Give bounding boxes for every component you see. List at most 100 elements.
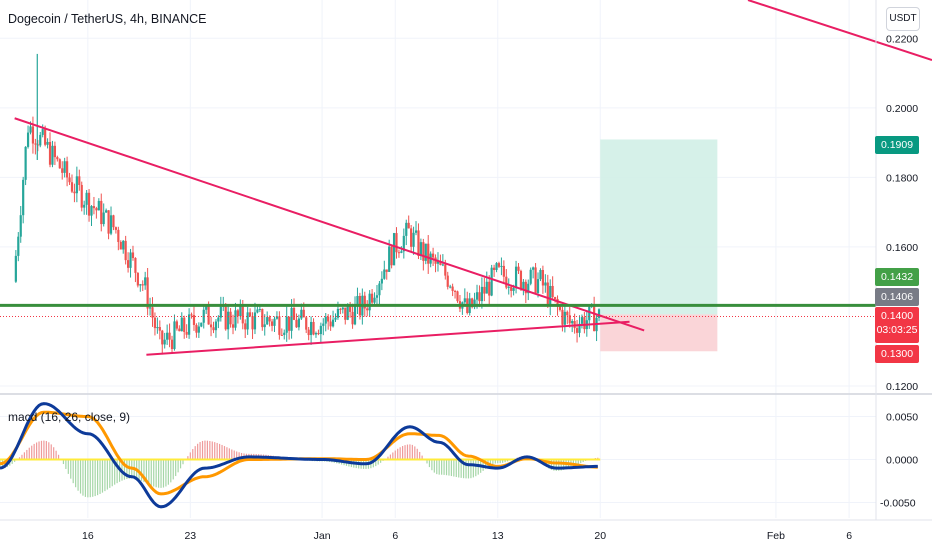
- candle-body: [349, 306, 352, 312]
- candle-body: [317, 333, 320, 335]
- candle-body: [497, 263, 501, 267]
- stop-loss-tag: 0.1300: [875, 345, 919, 363]
- candle-body: [534, 267, 537, 293]
- candle-body: [70, 182, 74, 192]
- candle-body: [144, 277, 147, 286]
- candle-body: [212, 327, 215, 331]
- candle-body: [480, 286, 483, 302]
- candle-body: [190, 314, 193, 316]
- candle-body: [58, 159, 61, 169]
- candle-body: [556, 298, 559, 307]
- candle-countdown: 03:03:25: [876, 324, 918, 336]
- candle-body: [551, 285, 554, 298]
- candle-body: [275, 316, 279, 319]
- candle-body: [563, 311, 566, 325]
- candle-body: [263, 324, 266, 328]
- loss-zone: [600, 314, 718, 352]
- candle-body: [180, 317, 183, 332]
- candle-body: [19, 215, 22, 237]
- price-tick-label: 0.2000: [886, 103, 918, 115]
- candle-body: [366, 308, 369, 311]
- candle-body: [92, 206, 96, 209]
- candle-body: [24, 146, 27, 180]
- candle-body: [22, 179, 25, 216]
- macd-signal-line: [0, 410, 598, 496]
- candle-body: [427, 243, 430, 264]
- candle-body: [61, 168, 64, 173]
- candle-body: [241, 305, 244, 324]
- candle-body: [117, 229, 120, 242]
- currency-button[interactable]: USDT: [886, 7, 920, 31]
- candle-body: [17, 236, 20, 256]
- candle-body: [112, 215, 115, 228]
- drawings[interactable]: [0, 0, 932, 356]
- candle-body: [453, 290, 457, 292]
- candle-body: [449, 286, 452, 288]
- candle-body: [554, 297, 557, 299]
- candle-body: [302, 309, 305, 318]
- candle-body: [185, 331, 188, 335]
- candle-body: [412, 232, 415, 247]
- candle-body: [517, 266, 520, 271]
- candle-body: [483, 286, 486, 294]
- last-price-value: 0.1400: [880, 310, 914, 322]
- time-tick-label: 6: [392, 530, 398, 542]
- candle-body: [410, 228, 413, 247]
- candle-body: [192, 315, 196, 325]
- candle-body: [195, 324, 198, 333]
- candle-body: [139, 284, 142, 286]
- candle-body: [502, 265, 505, 277]
- candle-body: [14, 255, 17, 282]
- candle-body: [397, 252, 401, 254]
- candle-body: [558, 306, 562, 310]
- price-tick-label: 0.1800: [886, 172, 918, 184]
- candle-body: [488, 281, 491, 296]
- candle-body: [26, 132, 30, 147]
- position-zones[interactable]: [600, 139, 718, 352]
- candle-body: [339, 308, 342, 310]
- candle-body: [336, 308, 340, 318]
- time-tick-label: 16: [82, 530, 94, 542]
- candle-body: [102, 212, 105, 225]
- candle-body: [163, 339, 166, 345]
- candle-body: [375, 295, 379, 298]
- candle-body: [549, 285, 552, 306]
- candle-body: [151, 307, 154, 318]
- support-level-tag: 0.1432: [875, 268, 919, 286]
- candle-body: [224, 305, 227, 330]
- candle-body: [219, 306, 222, 318]
- candle-body: [278, 316, 281, 335]
- candle-body: [512, 288, 515, 291]
- candle-body: [107, 210, 110, 234]
- candle-body: [56, 157, 59, 160]
- entry-level-tag: 0.1406: [875, 288, 919, 306]
- candle-body: [578, 323, 581, 333]
- candle-body: [478, 292, 481, 302]
- chart-title: Dogecoin / TetherUS, 4h, BINANCE: [8, 12, 207, 26]
- candle-body: [439, 260, 442, 265]
- candle-body: [451, 286, 454, 291]
- candle-body: [514, 266, 518, 289]
- candle-body: [148, 307, 152, 309]
- candle-body: [519, 270, 523, 290]
- candle-body: [463, 298, 466, 303]
- candle-body: [441, 264, 444, 266]
- candle-body: [31, 126, 35, 144]
- time-tick-label: 6: [846, 530, 852, 542]
- candle-body: [388, 246, 391, 272]
- candle-body: [173, 321, 176, 350]
- candle-body: [407, 222, 410, 229]
- candle-body: [402, 235, 405, 252]
- macd-indicator-label[interactable]: macd (16, 26, close, 9): [8, 410, 131, 424]
- candle-body: [280, 334, 283, 336]
- profit-zone: [600, 139, 718, 315]
- candle-body: [327, 316, 330, 322]
- candle-body: [300, 309, 303, 319]
- candle-body: [329, 321, 332, 327]
- candle-body: [131, 252, 135, 258]
- candle-body: [75, 176, 78, 194]
- candle-body: [473, 299, 476, 308]
- candle-body: [97, 200, 100, 211]
- candle-body: [78, 176, 81, 185]
